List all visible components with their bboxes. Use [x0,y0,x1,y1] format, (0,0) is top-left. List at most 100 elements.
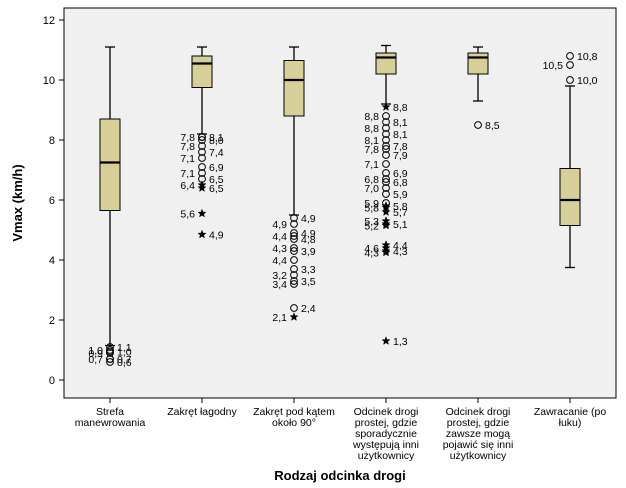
x-tick-label-line: Odcinek drogi [354,406,419,418]
outlier-label: 6,4 [180,180,195,192]
outlier-label: 0,7 [88,354,103,366]
x-axis: Strefa manewrowania Zakręt łagodny Zakręt p… [75,398,607,462]
outlier-label: 5,1 [393,219,408,231]
outlier-circle [290,229,298,237]
x-tick-label-line: Odcinek drogi [446,406,511,418]
outlier-circle [382,175,390,183]
outlier-label: 6,9 [393,168,408,180]
outlier-label: 5,9 [393,189,408,201]
x-tick-label: Zakręt łagodny [167,406,237,418]
y-tick-label: 10 [43,75,55,87]
outlier-label: 7,9 [393,150,408,162]
outlier-label: 4,9 [209,230,224,242]
outlier-circle [382,190,390,198]
outlier-label: 4,9 [301,228,316,240]
outlier-circle [382,178,390,186]
outlier-label: 4,4 [272,255,287,267]
outlier-circle [290,277,298,285]
outlier-label: 5,9 [364,198,379,210]
box [467,52,489,75]
outlier-label: 7,1 [180,168,195,180]
outlier-label: 8,8 [364,123,379,135]
outlier-circle [382,124,390,132]
x-tick-label-line: prostej, gdzie [355,417,418,429]
x-tick-label-line: pojawić się inni [443,439,514,451]
x-tick-label: Odcinek drogi prostej, gdzie sporadycznie w… [352,406,419,462]
x-tick-label-line: Zawracanie (po [534,406,607,418]
outlier-circle [382,136,390,144]
outlier-label: 7,8 [180,132,195,144]
x-tick-label-line: użytkownicy [358,450,415,462]
outlier-label: 4,6 [364,243,379,255]
outlier-circle [290,220,298,228]
outlier-circle [198,136,206,144]
x-tick-label-line: manewrowania [75,417,146,429]
outlier-label: 8,1 [364,135,379,147]
outlier-circle [198,142,206,150]
outlier-circle [198,133,206,141]
outlier-label: 7,8 [364,144,379,156]
x-tick-label-line: Zakręt pod kątem [253,406,335,418]
outlier-circle [382,151,390,159]
outlier-circle [382,184,390,192]
outlier-label: 1,3 [393,336,408,348]
x-tick-label-line: Strefa [96,406,124,418]
outlier-label: 4,4 [393,240,408,252]
outlier-label: 8,8 [364,111,379,123]
boxes-layer [99,44,581,347]
outlier-circle [382,160,390,168]
outlier-label: 7,4 [209,147,224,159]
outlier-circle [106,349,114,357]
outlier-circle [290,271,298,279]
outlier-circle [566,52,574,60]
outlier-label: 1,0 [117,347,132,359]
outlier-circle [198,154,206,162]
box [283,60,305,117]
outlier-label: 3,4 [272,279,287,291]
y-tick-label: 0 [49,375,55,387]
outlier-label: 6,8 [364,174,379,186]
outlier-circle [198,148,206,156]
outlier-label: 1,0 [88,345,103,357]
outlier-label: 10,0 [577,75,598,87]
outlier-label: 0,7 [117,354,132,366]
y-tick-label: 6 [49,195,55,207]
outlier-star [381,247,391,257]
outlier-circle [290,304,298,312]
outlier-label: 6,9 [209,162,224,174]
outlier-circle [290,256,298,264]
outlier-label: 6,5 [209,174,224,186]
outlier-circle [106,355,114,363]
outlier-label: 5,6 [180,209,195,221]
outlier-label: 8,1 [393,117,408,129]
outlier-label: 4,9 [301,213,316,225]
outlier-label: 5,7 [393,207,408,219]
outlier-label: 10,5 [543,60,564,72]
y-tick-label: 4 [49,255,55,267]
y-tick-label: 8 [49,135,55,147]
outlier-label: 7,1 [180,153,195,165]
outlier-circle [566,76,574,84]
outlier-circle [382,169,390,177]
outlier-label: 7,0 [364,183,379,195]
y-tick-label: 12 [43,15,55,27]
outlier-label: 5,8 [393,201,408,213]
outlier-circle [382,112,390,120]
outlier-label: 4,8 [301,234,316,246]
outlier-circle [290,214,298,222]
outlier-star [197,229,207,239]
outlier-label: 4,9 [272,219,287,231]
y-axis: 0 2 4 6 8 10 12 [43,15,64,387]
outlier-star [197,183,207,192]
outlier-label: 8,0 [209,135,224,147]
outlier-circle [382,142,390,150]
outlier-circle [290,280,298,288]
outlier-label: 8,5 [485,120,500,132]
outlier-label: 1,1 [117,342,132,354]
outlier-label: 5,8 [364,203,379,215]
outlier-label: 5,3 [364,216,379,228]
outlier-circle [106,343,114,351]
outlier-label: 7,1 [364,159,379,171]
x-axis-title: Rodzaj odcinka drogi [274,468,405,483]
